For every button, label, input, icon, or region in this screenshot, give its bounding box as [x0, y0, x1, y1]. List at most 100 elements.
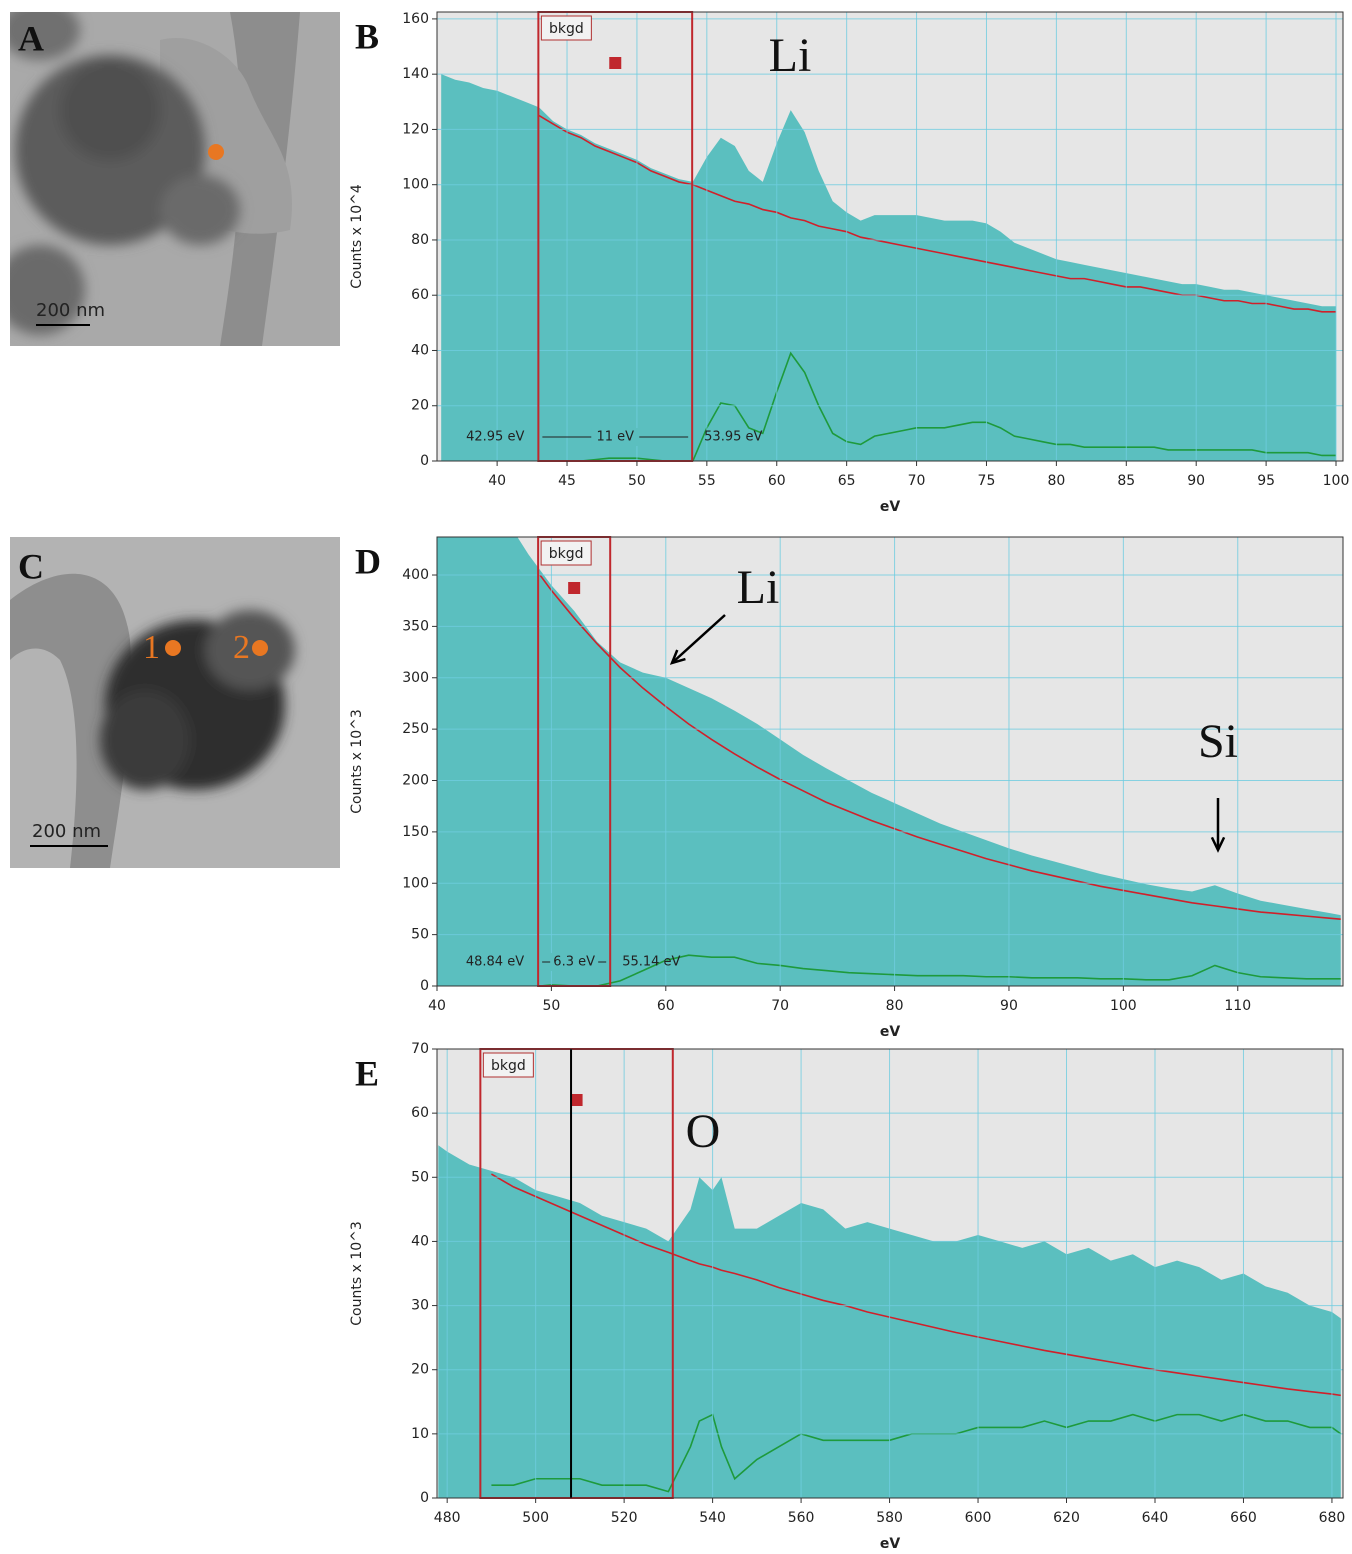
- y-tick-label: 60: [411, 1105, 429, 1121]
- y-tick-label: 40: [411, 342, 429, 358]
- x-tick-label: 580: [876, 1510, 903, 1526]
- annotation-arrowhead: [669, 649, 686, 665]
- x-tick-label: 95: [1257, 473, 1275, 489]
- x-tick-label: 70: [908, 473, 926, 489]
- scale-bar-label: 200 nm: [36, 300, 105, 321]
- y-tick-label: 300: [402, 670, 429, 686]
- plot-frame: [436, 11, 1344, 462]
- x-tick-label: 50: [628, 473, 646, 489]
- x-tick-label: 500: [522, 1510, 549, 1526]
- window-marker: [570, 1094, 583, 1106]
- tem-image-c: 1 2 200 nm: [10, 537, 340, 868]
- spectrum-area: [437, 537, 1341, 986]
- window-start-label: 48.84 eV: [466, 955, 524, 970]
- chart: bkgd 42.95 eV 53.95 eV 11 eV 40 45 50 55 60 65 70 7…: [349, 11, 1349, 515]
- x-tick-label: 60: [768, 473, 786, 489]
- x-tick-label: 80: [1047, 473, 1065, 489]
- x-tick-label: 600: [965, 1510, 992, 1526]
- y-tick-label: 100: [402, 875, 429, 891]
- y-tick-label: 250: [402, 721, 429, 737]
- window-label: bkgd: [549, 546, 584, 562]
- window-width-bg: [550, 953, 599, 971]
- x-tick-label: 480: [434, 1510, 461, 1526]
- x-tick-label: 560: [788, 1510, 815, 1526]
- point-marker: [252, 640, 268, 656]
- x-axis-label: eV: [880, 1024, 900, 1040]
- window-label: bkgd: [549, 21, 584, 37]
- spectrum-line: [491, 1413, 1342, 1493]
- annotation-arrow: [671, 614, 726, 664]
- y-tick-label: 70: [411, 1041, 429, 1057]
- panel-label: B: [355, 16, 379, 56]
- window-label-box: [540, 540, 592, 566]
- x-tick-label: 70: [771, 998, 789, 1014]
- x-tick-label: 55: [698, 473, 716, 489]
- panel-label: D: [355, 541, 381, 581]
- window-start-label: 42.95 eV: [466, 430, 524, 445]
- window-label: bkgd: [491, 1058, 526, 1074]
- y-tick-label: 120: [402, 121, 429, 137]
- x-tick-label: 540: [699, 1510, 726, 1526]
- panel-label: A: [18, 18, 44, 58]
- plot-area: [437, 12, 1343, 461]
- chart: bkgd 48.84 eV 55.14 eV 6.3 eV 40 50 60 70 80 90 10…: [349, 536, 1344, 1040]
- scale-bar-label: 200 nm: [32, 821, 101, 842]
- x-tick-label: 40: [428, 998, 446, 1014]
- window-width-label: 6.3 eV: [553, 955, 595, 970]
- plot-area: [437, 1049, 1343, 1498]
- x-tick-label: 100: [1110, 998, 1137, 1014]
- y-axis-label: Counts x 10^3: [349, 1221, 365, 1326]
- element-annotation: Si: [1198, 715, 1238, 768]
- window-width-bg: [591, 428, 640, 446]
- window-end-label: 55.14 eV: [622, 955, 680, 970]
- y-tick-label: 0: [420, 1490, 429, 1506]
- x-tick-label: 110: [1224, 998, 1251, 1014]
- y-tick-label: 50: [411, 927, 429, 943]
- y-tick-label: 80: [411, 232, 429, 248]
- y-tick-label: 200: [402, 773, 429, 789]
- panel-label: C: [18, 546, 44, 586]
- point-marker: [165, 640, 181, 656]
- y-tick-label: 20: [411, 1362, 429, 1378]
- y-tick-label: 50: [411, 1169, 429, 1185]
- y-axis-label: Counts x 10^3: [349, 709, 365, 814]
- spectrum-line: [538, 114, 1337, 313]
- element-annotation: O: [686, 1105, 721, 1158]
- chart: bkgd 480 500 520 540 560 580 600 620 640 660 680 0 10…: [349, 1041, 1345, 1552]
- element-annotation: Li: [737, 561, 780, 614]
- y-tick-label: 0: [420, 978, 429, 994]
- x-tick-label: 680: [1319, 1510, 1346, 1526]
- point-marker: [208, 144, 224, 160]
- annotation-arrowhead: [1210, 836, 1226, 853]
- tem-image-a: 200 nm: [10, 12, 340, 346]
- y-tick-label: 350: [402, 618, 429, 634]
- x-tick-label: 620: [1053, 1510, 1080, 1526]
- x-tick-label: 640: [1142, 1510, 1169, 1526]
- window-width-label: 11 eV: [596, 430, 634, 445]
- x-tick-label: 75: [978, 473, 996, 489]
- x-tick-label: 100: [1323, 473, 1350, 489]
- y-tick-label: 20: [411, 398, 429, 414]
- window-marker: [609, 57, 622, 69]
- spectrum-area: [441, 74, 1337, 461]
- x-tick-label: 660: [1230, 1510, 1257, 1526]
- plot-frame: [436, 536, 1344, 987]
- x-tick-label: 90: [1000, 998, 1018, 1014]
- window-label-box: [540, 15, 592, 41]
- y-tick-label: 40: [411, 1233, 429, 1249]
- y-tick-label: 60: [411, 287, 429, 303]
- window-marker: [568, 582, 581, 594]
- x-tick-label: 60: [657, 998, 675, 1014]
- y-tick-label: 160: [402, 11, 429, 27]
- y-tick-label: 10: [411, 1426, 429, 1442]
- point-label: 2: [233, 629, 250, 666]
- y-tick-label: 30: [411, 1298, 429, 1314]
- x-tick-label: 80: [886, 998, 904, 1014]
- x-tick-label: 520: [611, 1510, 638, 1526]
- window-end-label: 53.95 eV: [704, 430, 762, 445]
- x-tick-label: 40: [488, 473, 506, 489]
- y-tick-label: 100: [402, 177, 429, 193]
- x-axis-label: eV: [880, 499, 900, 515]
- plot-area: [437, 537, 1343, 986]
